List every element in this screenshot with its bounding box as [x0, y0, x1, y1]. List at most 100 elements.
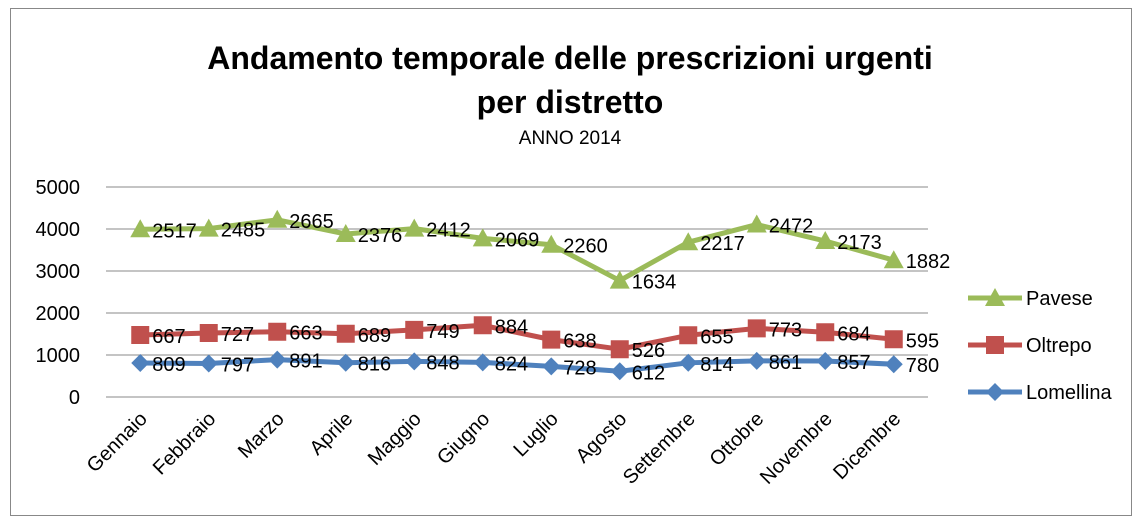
chart-border [10, 8, 1132, 516]
y-tick-label: 5000 [36, 177, 81, 199]
marker [199, 323, 218, 342]
marker [816, 323, 835, 342]
y-tick-label: 3000 [36, 261, 81, 283]
marker [336, 324, 355, 343]
data-label: 848 [426, 352, 459, 374]
x-tick-label: Dicembre [829, 408, 905, 484]
x-tick-label: Giugno [433, 408, 494, 469]
marker [473, 353, 492, 372]
data-label: 780 [906, 355, 939, 377]
x-tick-label: Agosto [572, 408, 632, 468]
marker [472, 228, 493, 247]
marker [610, 340, 629, 359]
marker [747, 319, 766, 338]
x-tick-label: Marzo [234, 408, 289, 463]
legend-marker [986, 383, 1004, 401]
marker [405, 320, 424, 339]
x-tick-label: Maggio [364, 408, 426, 470]
series-line [140, 322, 895, 352]
data-label: 809 [152, 354, 185, 376]
marker [679, 353, 698, 372]
legend-label: Oltrepo [1026, 335, 1092, 357]
data-label: 2412 [426, 220, 471, 242]
data-label: 884 [495, 316, 528, 338]
data-label: 2517 [152, 220, 197, 242]
data-label: 816 [358, 354, 391, 376]
data-label: 663 [289, 323, 322, 345]
marker [198, 218, 219, 237]
series-line [140, 217, 895, 284]
marker [884, 330, 903, 349]
data-label: 814 [700, 354, 733, 376]
x-tick-label: Gennaio [83, 408, 152, 477]
data-label: 2485 [221, 220, 266, 242]
marker [884, 355, 903, 374]
data-label: 773 [769, 319, 802, 341]
x-tick-label: Aprile [306, 408, 358, 460]
y-tick-label: 1000 [36, 345, 81, 367]
marker [542, 330, 561, 349]
marker [542, 357, 561, 376]
data-label: 638 [563, 331, 596, 353]
x-tick-label: Novembre [756, 408, 837, 489]
data-label: 891 [289, 351, 322, 373]
marker [130, 219, 151, 238]
x-tick-label: Ottobre [706, 408, 769, 471]
data-label: 861 [769, 352, 802, 374]
data-label: 727 [221, 324, 254, 346]
data-label: 2376 [358, 225, 403, 247]
y-tick-label: 2000 [36, 303, 81, 325]
marker [268, 350, 287, 369]
x-tick-label: Settembre [619, 408, 700, 489]
marker [268, 322, 287, 341]
data-label: 857 [837, 352, 870, 374]
marker [405, 352, 424, 371]
data-label: 526 [632, 340, 665, 362]
data-label: 797 [221, 355, 254, 377]
data-label: 684 [837, 323, 870, 345]
marker [336, 353, 355, 372]
y-tick-label: 4000 [36, 219, 81, 241]
marker [883, 250, 904, 269]
marker [267, 209, 288, 228]
data-label: 1634 [632, 272, 677, 294]
data-label: 824 [495, 353, 528, 375]
data-label: 667 [152, 326, 185, 348]
data-label: 689 [358, 325, 391, 347]
data-label: 2472 [769, 216, 814, 238]
data-label: 2260 [563, 236, 608, 258]
marker [131, 326, 150, 345]
data-label: 612 [632, 362, 665, 384]
y-tick-label: 0 [69, 387, 80, 409]
marker [404, 218, 425, 237]
marker [131, 354, 150, 373]
marker [199, 354, 218, 373]
legend-label: Lomellina [1026, 382, 1112, 404]
data-label: 2173 [837, 232, 882, 254]
chart-subtitle: ANNO 2014 [518, 128, 622, 149]
marker [609, 270, 630, 289]
x-tick-label: Febbraio [149, 408, 220, 479]
legend-label: Pavese [1026, 288, 1093, 310]
marker [678, 232, 699, 251]
marker [541, 234, 562, 253]
data-label: 655 [700, 326, 733, 348]
marker [747, 351, 766, 370]
marker [473, 316, 492, 335]
marker [679, 326, 698, 345]
marker [746, 214, 767, 233]
marker [815, 231, 836, 250]
chart-title: Andamento temporale delle prescrizioni u… [207, 40, 933, 120]
data-label: 2069 [495, 229, 540, 251]
data-label: 2665 [289, 211, 334, 233]
marker [335, 223, 356, 242]
x-tick-label: Luglio [509, 408, 562, 461]
legend-marker [986, 336, 1004, 354]
data-label: 1882 [906, 251, 951, 273]
data-label: 728 [563, 357, 596, 379]
marker [816, 352, 835, 371]
data-label: 749 [426, 321, 459, 343]
series-line [140, 357, 894, 374]
